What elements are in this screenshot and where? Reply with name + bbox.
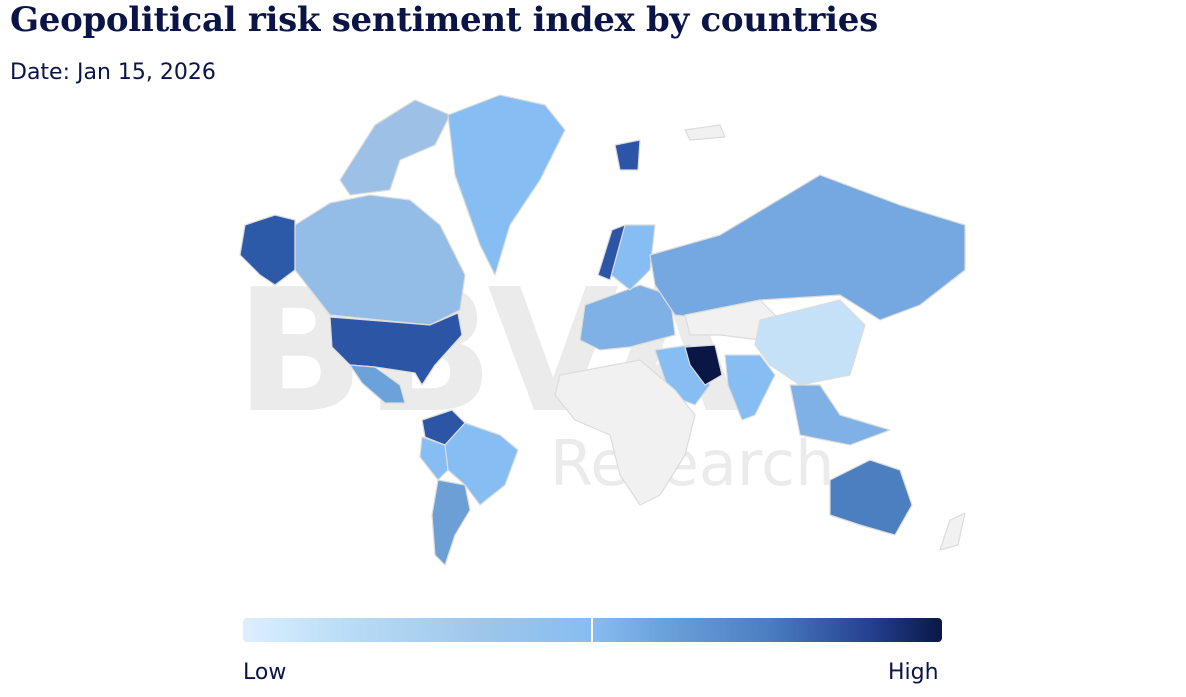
region-africa[interactable] (554, 359, 696, 506)
region-alaska[interactable] (239, 214, 296, 286)
legend-high-label: High (888, 660, 939, 685)
region-no-data-north-island[interactable] (684, 124, 726, 141)
region-brazil[interactable] (444, 422, 519, 506)
legend-midpoint-marker (591, 618, 593, 642)
region-greenland[interactable] (447, 94, 566, 276)
region-argentina[interactable] (431, 479, 471, 566)
region-southeast-asia[interactable] (789, 384, 891, 446)
region-norway[interactable] (597, 224, 626, 281)
region-svalbard[interactable] (614, 139, 641, 171)
region-russia[interactable] (649, 174, 966, 321)
world-map: BBVA Research (235, 94, 966, 566)
region-iran[interactable] (684, 344, 723, 386)
region-china[interactable] (754, 299, 866, 386)
watermark-sub: Research (550, 427, 834, 500)
page-title: Geopolitical risk sentiment index by cou… (10, 0, 878, 40)
region-india[interactable] (724, 354, 776, 421)
legend-low-label: Low (243, 660, 287, 685)
region-mexico[interactable] (349, 364, 406, 404)
region-usa[interactable] (329, 312, 463, 386)
region-canada[interactable] (294, 194, 466, 326)
region-australia[interactable] (829, 459, 913, 536)
date-label: Date: Jan 15, 2026 (10, 60, 216, 85)
region-canada-islands[interactable] (339, 99, 451, 196)
region-peru[interactable] (419, 436, 449, 481)
region-new-zealand[interactable] (939, 512, 966, 551)
region-europe[interactable] (579, 284, 676, 351)
